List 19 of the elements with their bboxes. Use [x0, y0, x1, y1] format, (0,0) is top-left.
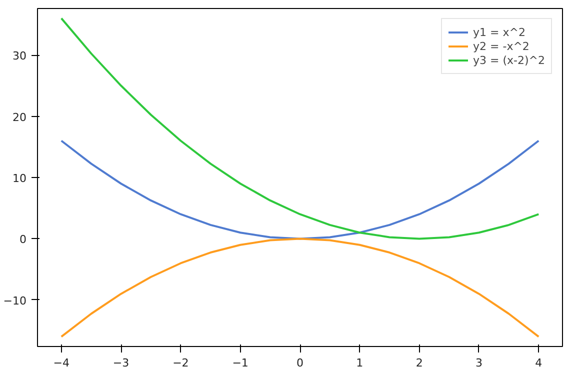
y-tick-label: 20	[12, 110, 27, 124]
x-tick-label: 3	[475, 356, 482, 369]
y-tick-label: 10	[12, 172, 27, 185]
x-tick-label: 4	[535, 356, 542, 369]
legend-label: y1 = x^2	[473, 25, 526, 39]
x-tick-label: −3	[112, 356, 130, 369]
legend-label: y3 = (x-2)^2	[473, 53, 545, 67]
y-tick-label: 0	[20, 233, 26, 246]
x-tick-label: 2	[416, 356, 423, 369]
x-tick-label: −4	[53, 356, 70, 369]
line-series	[60, 140, 540, 240]
y-tick-label: 30	[12, 50, 27, 63]
x-tick-label: −2	[172, 356, 189, 369]
line-series	[60, 238, 540, 338]
x-tick-label: 0	[296, 356, 304, 369]
x-tick-label: 1	[356, 356, 364, 369]
legend-label: y2 = -x^2	[473, 39, 530, 53]
y-tick-label: −10	[3, 294, 27, 308]
x-tick-label: −1	[232, 356, 248, 369]
